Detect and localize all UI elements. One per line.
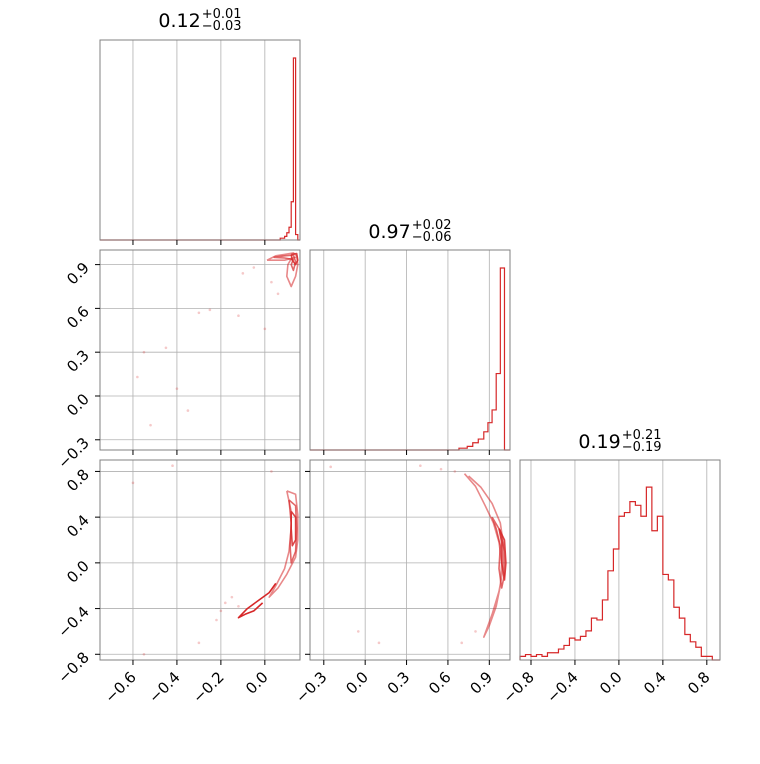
kde31-xtick-label: −0.6 [101,668,139,706]
kde21-sample-point [270,280,273,284]
kde21-sample-point [237,314,240,317]
kde31-sample-point [142,652,146,656]
kde32-frame [309,459,511,661]
kde31-contour-level [290,510,297,547]
kde32-sample-point [474,630,477,633]
hist3-histogram-line [519,486,720,661]
hist3-xtick-label: 0.0 [596,668,626,698]
kde31-xtick-label: −0.2 [189,668,227,706]
kde32-contour-level [491,516,506,589]
kde21-ytick-label: −0.3 [54,434,92,472]
kde21-contour-level [273,254,297,272]
kde31-ytick-label: −0.4 [54,603,92,641]
title-2-value: 0.97 [368,221,411,243]
title-panel-2: 0.97 +0.02 −0.06 [368,218,452,245]
kde21-ytick-label: 0.3 [63,346,93,376]
kde31-sample-point [215,618,218,622]
kde21-sample-point [136,375,139,379]
hist3-xtick-label: −0.8 [499,668,537,706]
kde21-frame [99,249,301,451]
hist2-histogram-line [310,267,510,451]
title-panel-1: 0.12 +0.01 −0.03 [158,7,242,34]
kde32-xtick-label: 0.0 [342,668,372,698]
kde31-ytick-label: 0.0 [63,557,93,587]
kde21-contour-level [290,252,299,266]
kde32-sample-point [460,641,464,645]
title-3-plus: +0.21 [621,428,662,443]
kde21-ytick-label: 0.6 [63,302,93,332]
kde31-frame [99,459,301,661]
kde31-sample-point [230,595,234,599]
kde21-ytick-label: 0.0 [63,390,93,420]
kde31-xtick-label: −0.4 [145,668,183,706]
hist1-histogram-line [100,57,300,241]
kde32-sample-point [439,467,443,471]
hist2-frame [309,249,511,451]
kde21-sample-point [186,409,190,412]
kde31-sample-point [237,604,240,608]
kde21-sample-point [175,387,179,390]
hist1-frame [99,39,301,241]
title-3-minus: −0.19 [621,440,662,455]
kde32-sample-point [356,630,360,633]
kde21-ytick-label: 0.9 [63,259,93,289]
kde31-sample-point [270,470,273,473]
kde32-xtick-label: 0.9 [467,668,497,698]
kde32-sample-point [453,470,457,473]
hist3-xtick-label: −0.4 [543,668,581,706]
hist3-frame [519,459,721,661]
hist3-xtick-label: 0.8 [684,668,714,698]
kde31-sample-point [131,481,135,485]
kde31-sample-point [223,601,227,605]
kde21-sample-point [142,350,146,354]
kde31-ytick-label: 0.4 [63,511,93,541]
title-1-value: 0.12 [158,10,201,32]
kde32-sample-point [419,464,422,468]
kde21-sample-point [276,292,280,296]
kde21-sample-point [263,327,267,331]
title-2-minus: −0.06 [411,230,452,245]
kde31-sample-point [171,464,174,468]
title-3-value: 0.19 [578,431,621,453]
title-1-plus: +0.01 [201,7,242,22]
kde32-xtick-label: 0.3 [384,668,414,698]
title-panel-3: 0.19 +0.21 −0.19 [578,428,662,455]
kde21-sample-point [252,266,256,269]
kde32-sample-point [329,465,332,469]
kde32-xtick-label: 0.6 [425,668,455,698]
title-1-minus: −0.03 [201,19,242,34]
kde21-sample-point [164,346,168,350]
kde21-sample-point [149,423,152,427]
kde31-sample-point [197,641,201,645]
kde21-sample-point [208,308,212,312]
kde31-sample-point [219,609,223,613]
kde21-sample-point [197,311,201,315]
kde31-xtick-label: 0.0 [242,668,272,698]
kde31-contour-level [237,582,277,619]
kde32-sample-point [377,641,381,645]
hist3-xtick-label: 0.4 [640,668,670,698]
kde31-ytick-label: −0.8 [54,648,92,686]
title-2-plus: +0.02 [411,218,452,233]
kde32-contour-level [498,528,507,581]
kde32-contour-level [463,473,504,638]
kde32-xtick-label: −0.3 [292,668,330,706]
kde21-sample-point [241,272,245,275]
